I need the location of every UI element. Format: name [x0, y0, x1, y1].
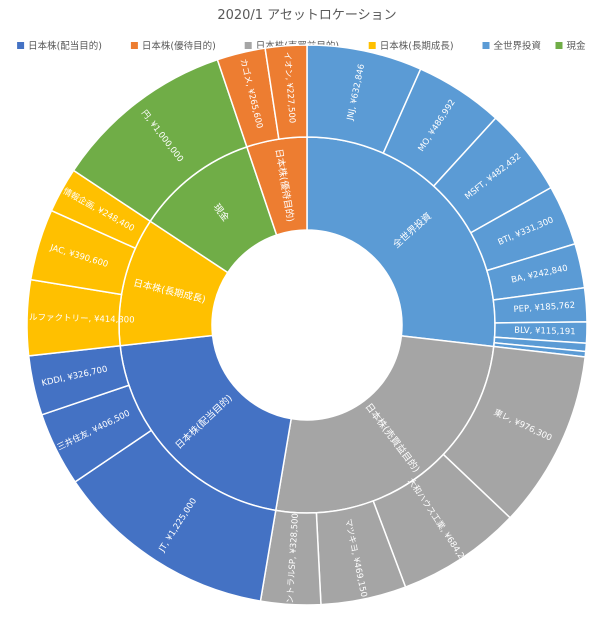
legend-label: 全世界投資 [494, 40, 542, 52]
segment-label: BLV, ¥115,191 [514, 326, 576, 338]
segment-label: PEP, ¥185,762 [513, 301, 575, 315]
segment-label: モバイルファクトリー, ¥414,300 [3, 312, 134, 325]
outer-segment-5-1 [264, 44, 308, 140]
legend-label: 日本株(長期成長) [380, 40, 454, 52]
legend-swatch [17, 42, 25, 49]
legend-swatch [368, 42, 376, 49]
chart-title: 2020/1 アセットロケーション [217, 8, 396, 23]
legend-label: 日本株(優待目的) [142, 40, 216, 52]
legend-label: 現金 [567, 40, 587, 52]
legend-swatch [482, 42, 490, 49]
legend-swatch [555, 42, 563, 49]
legend-swatch [244, 42, 252, 49]
sunburst-rings [26, 44, 588, 606]
legend-label: 日本株(配当目的) [28, 40, 102, 52]
legend-swatch [130, 42, 138, 49]
